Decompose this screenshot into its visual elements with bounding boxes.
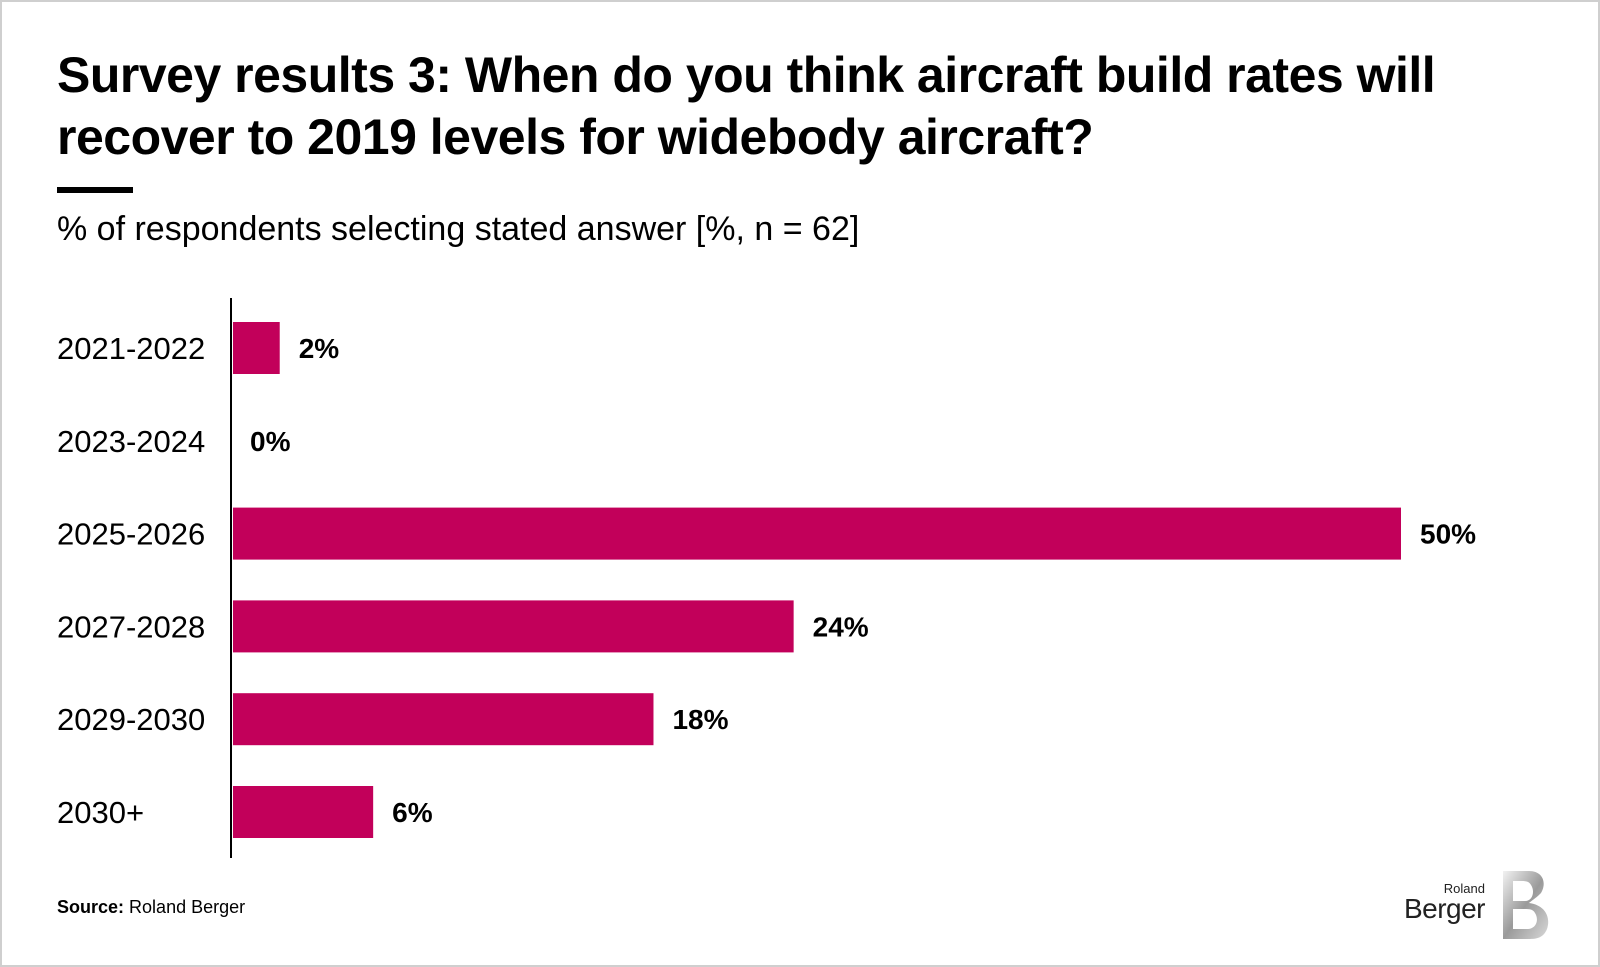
logo-text-roland: Roland xyxy=(1443,881,1485,896)
bar xyxy=(233,322,280,374)
bar xyxy=(233,507,1401,560)
title-underline xyxy=(57,187,133,193)
category-label: 2030+ xyxy=(57,795,144,830)
category-label: 2025-2026 xyxy=(57,517,205,552)
data-label: 2% xyxy=(299,333,340,364)
category-label: 2027-2028 xyxy=(57,609,205,644)
data-label: 18% xyxy=(672,704,728,735)
data-label: 6% xyxy=(392,797,433,828)
data-label: 24% xyxy=(813,611,869,642)
source-text: Roland Berger xyxy=(129,897,246,917)
logo-b-icon xyxy=(1503,871,1549,939)
category-label: 2023-2024 xyxy=(57,424,205,459)
data-label: 0% xyxy=(250,426,291,457)
bar xyxy=(233,786,374,838)
source-label: Source: xyxy=(57,897,125,917)
chart-title: Survey results 3: When do you think airc… xyxy=(57,47,1436,165)
chart-subtitle: % of respondents selecting stated answer… xyxy=(57,210,860,248)
roland-berger-logo: Roland Berger xyxy=(1397,867,1557,947)
bar xyxy=(233,600,794,653)
category-label: 2029-2030 xyxy=(57,702,205,737)
logo-text-berger: Berger xyxy=(1403,893,1486,924)
source-note: Source: Roland Berger xyxy=(57,897,245,918)
data-label: 50% xyxy=(1420,519,1476,550)
bar xyxy=(233,693,654,746)
category-label: 2021-2022 xyxy=(57,331,205,366)
